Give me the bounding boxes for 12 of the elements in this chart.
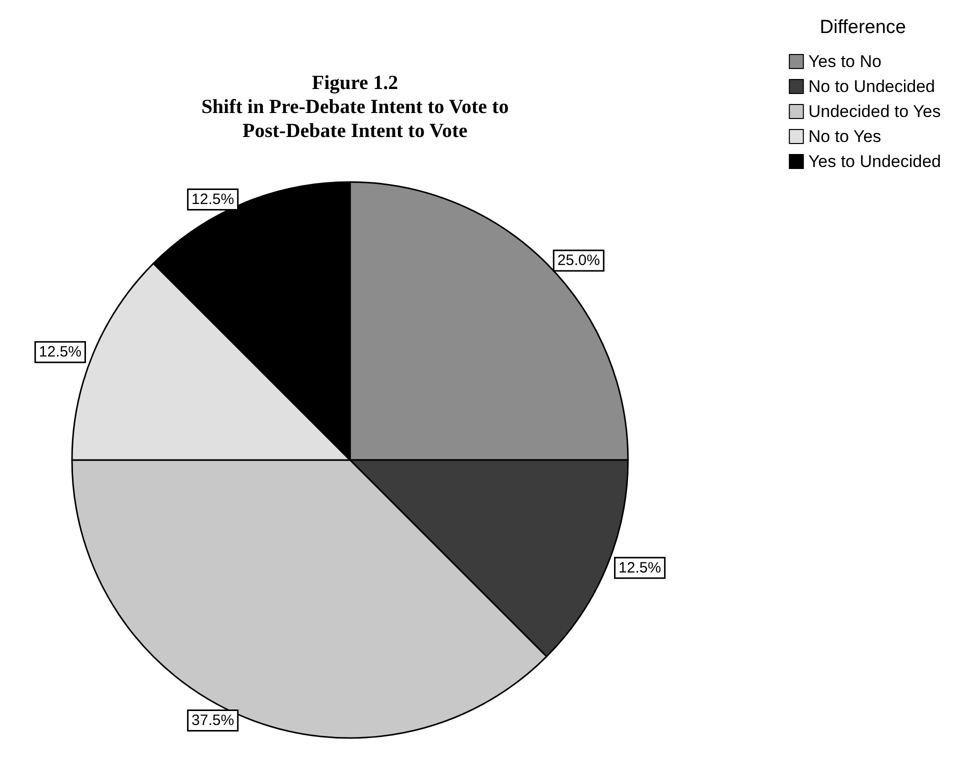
text: Figure 1.2 Shift in Pre-Debate Intent to Vote to Post-Debate Intent to Vote [201, 72, 509, 142]
data-label: 25.0% [557, 252, 600, 270]
data-label: 37.5% [192, 712, 234, 730]
legend-label: No to Undecided [808, 77, 935, 96]
legend-label: Yes to No [808, 52, 882, 71]
legend-label: No to Yes [808, 127, 882, 146]
legend-title: Difference [820, 17, 906, 38]
data-label: 12.5% [618, 559, 662, 576]
data-label: 12.5% [38, 344, 82, 361]
legend-label: Yes to Undecided [808, 152, 941, 171]
legend-label: Undecided to Yes [808, 102, 941, 121]
data-label: 12.5% [192, 190, 234, 208]
